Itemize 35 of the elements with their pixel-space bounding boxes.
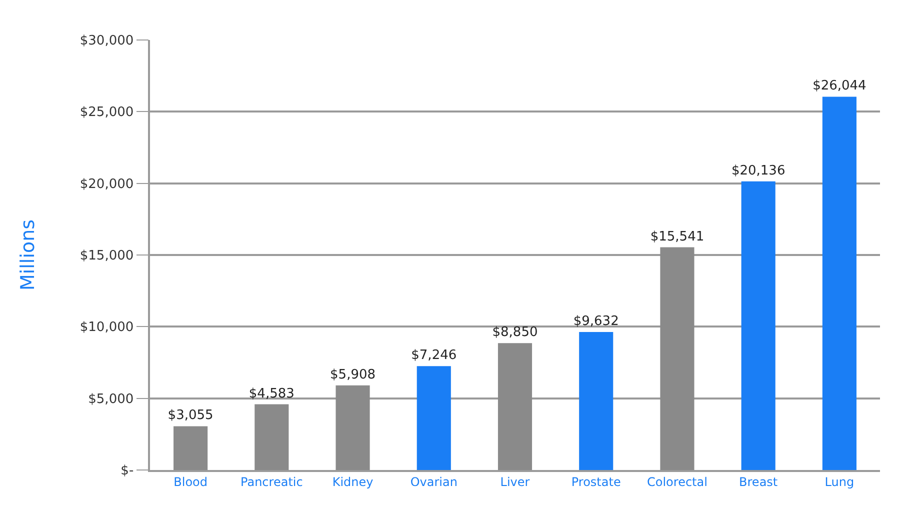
data-label: $8,850 <box>492 325 538 340</box>
y-tick-label: $25,000 <box>80 105 134 120</box>
x-tick-label: Ovarian <box>410 475 458 490</box>
bar <box>174 426 208 470</box>
y-tick-label: $20,000 <box>80 176 134 192</box>
data-label: $20,136 <box>731 163 786 178</box>
bar <box>741 181 776 470</box>
data-label: $7,246 <box>411 348 457 364</box>
y-tick-label: $5,000 <box>88 392 134 407</box>
y-axis-title: Millions <box>17 219 40 291</box>
data-label: $26,044 <box>812 78 866 94</box>
bar <box>498 343 532 470</box>
x-tick-label: Colorectal <box>646 475 708 490</box>
x-tick-label: Breast <box>739 475 778 490</box>
x-tick-label: Liver <box>500 475 530 490</box>
x-tick-label: Prostate <box>571 475 621 490</box>
x-tick-label: Lung <box>824 475 854 490</box>
data-label: $3,055 <box>168 408 214 424</box>
y-tick-label: $15,000 <box>80 248 134 264</box>
bar <box>822 96 856 470</box>
bar <box>336 385 370 470</box>
x-tick-label: Kidney <box>332 475 374 490</box>
y-tick-label: $- <box>120 464 134 479</box>
bar <box>660 247 694 470</box>
y-tick-label: $30,000 <box>80 34 134 49</box>
data-label: $9,632 <box>573 314 619 329</box>
x-tick-label: Pancreatic <box>240 475 303 490</box>
data-label: $4,583 <box>248 386 294 402</box>
bar <box>416 366 451 470</box>
data-label: $15,541 <box>650 229 704 244</box>
bar <box>254 404 289 470</box>
data-label: $5,908 <box>330 367 376 382</box>
y-tick-label: $10,000 <box>80 320 134 336</box>
x-tick-label: Blood <box>174 475 208 490</box>
bar <box>579 332 614 470</box>
